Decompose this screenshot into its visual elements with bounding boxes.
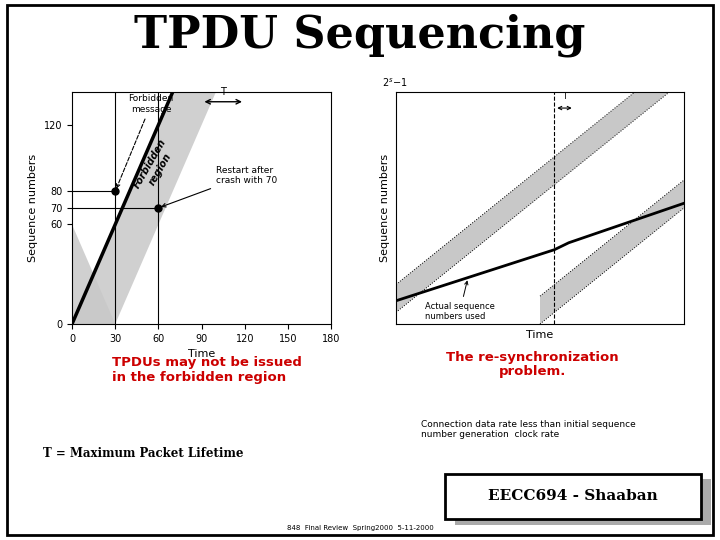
Text: The re-synchronization
problem.: The re-synchronization problem.: [446, 350, 619, 379]
Y-axis label: Sequence numbers: Sequence numbers: [380, 154, 390, 262]
X-axis label: Time: Time: [188, 349, 215, 359]
Polygon shape: [72, 92, 216, 324]
Text: T: T: [220, 87, 226, 97]
Bar: [445, 474, 701, 519]
Text: EECC694 - Shaaban: EECC694 - Shaaban: [488, 489, 658, 503]
Bar: [455, 479, 711, 525]
Text: Actual sequence
numbers used: Actual sequence numbers used: [425, 281, 495, 321]
Text: T: T: [562, 92, 567, 101]
Text: Connection data rate less than initial sequence
number generation  clock rate: Connection data rate less than initial s…: [421, 420, 636, 439]
Text: Forbidden
message: Forbidden message: [117, 94, 174, 187]
Polygon shape: [72, 225, 115, 324]
Text: T = Maximum Packet Lifetime: T = Maximum Packet Lifetime: [43, 447, 243, 460]
Text: TPDU Sequencing: TPDU Sequencing: [135, 14, 585, 57]
Y-axis label: Sequence numbers: Sequence numbers: [28, 154, 38, 262]
Text: 848  Final Review  Spring2000  5-11-2000: 848 Final Review Spring2000 5-11-2000: [287, 525, 433, 531]
Text: $2^s{-}1$: $2^s{-}1$: [382, 77, 408, 90]
Polygon shape: [396, 92, 670, 312]
Text: Forbidden
region: Forbidden region: [132, 137, 179, 196]
Text: Restart after
crash with 70: Restart after crash with 70: [162, 166, 277, 207]
Text: TPDUs may not be issued
in the forbidden region: TPDUs may not be issued in the forbidden…: [112, 356, 302, 384]
X-axis label: Time: Time: [526, 329, 554, 340]
Polygon shape: [540, 180, 684, 324]
